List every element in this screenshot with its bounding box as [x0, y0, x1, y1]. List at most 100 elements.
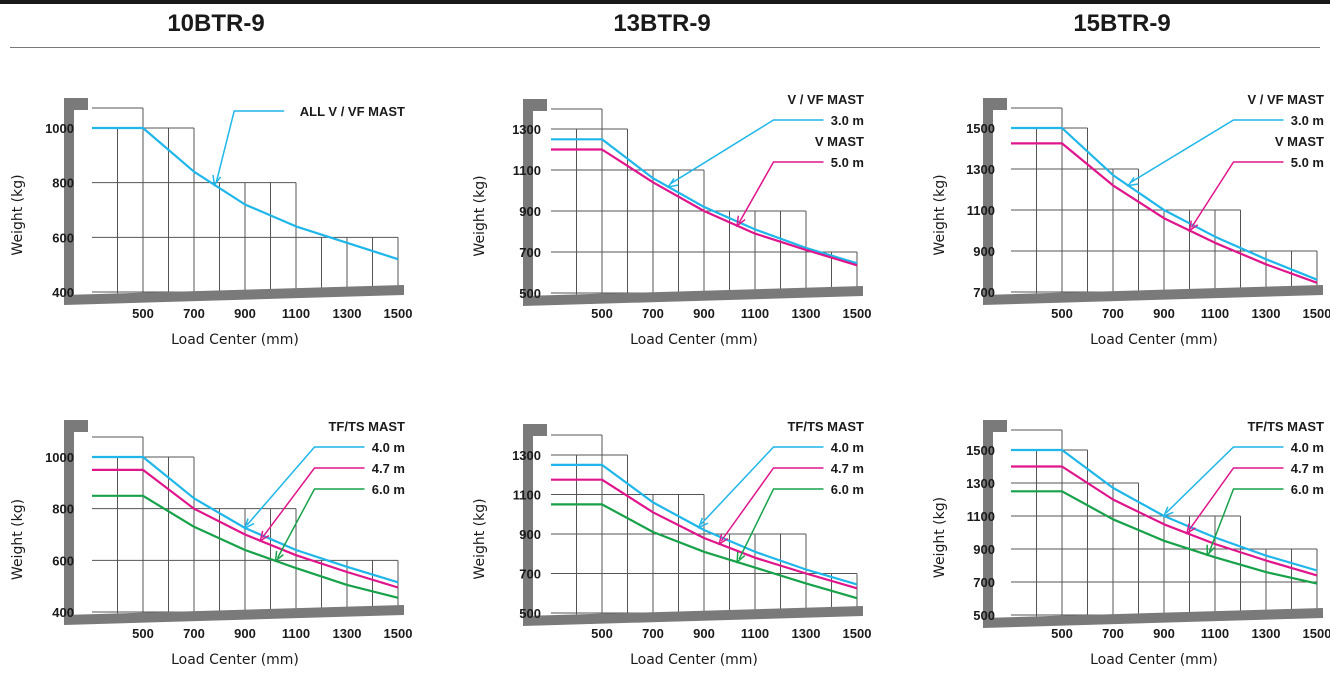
leader-arrowhead	[1188, 220, 1199, 233]
x-tick-label: 900	[234, 306, 256, 321]
x-tick-label: 500	[132, 306, 154, 321]
top-rule	[0, 0, 1330, 4]
y-tick-label: 900	[519, 527, 541, 542]
annotation-label: 4.0 m	[831, 440, 864, 455]
leader-arrowhead	[259, 530, 270, 543]
x-tick-label: 1100	[282, 306, 310, 321]
x-tick-label: 1300	[333, 626, 362, 641]
y-axis-label: Weight (kg)	[472, 175, 488, 256]
x-axis-label: Load Center (mm)	[630, 332, 758, 348]
annotation-label: 6.0 m	[372, 482, 405, 497]
y-tick-label: 500	[519, 606, 541, 621]
y-tick-label: 1000	[45, 450, 74, 465]
series-line-magenta	[92, 468, 399, 589]
y-tick-label: 700	[973, 575, 995, 590]
fork-baseline	[64, 285, 404, 305]
leader-line	[215, 110, 285, 183]
x-tick-label: 1500	[384, 626, 413, 641]
leader-line	[700, 446, 824, 525]
annotation-label: 4.0 m	[1291, 440, 1324, 455]
leader-line	[669, 119, 824, 185]
fork-baseline	[523, 286, 863, 306]
x-tick-label: 700	[1102, 306, 1124, 321]
leader-line	[738, 161, 824, 224]
series-line-blue	[92, 126, 399, 261]
annotation-label: 4.7 m	[1291, 461, 1324, 476]
annotation-header: TF/TS MAST	[787, 419, 864, 434]
y-tick-label: 900	[973, 542, 995, 557]
y-tick-label: 700	[973, 285, 995, 300]
y-tick-label: 900	[519, 204, 541, 219]
fork-baseline	[523, 606, 863, 626]
x-tick-label: 700	[183, 626, 205, 641]
y-axis-label: Weight (kg)	[10, 499, 26, 580]
fork-baseline	[64, 605, 404, 625]
annotation-label: 6.0 m	[831, 482, 864, 497]
x-tick-label: 500	[132, 626, 154, 641]
x-tick-label: 1300	[792, 626, 821, 641]
y-tick-label: 700	[519, 567, 541, 582]
x-tick-label: 900	[1153, 306, 1175, 321]
leader-line	[1208, 488, 1284, 553]
y-tick-label: 700	[519, 245, 541, 260]
series-line-magenta	[1011, 465, 1318, 577]
annotation-label: ALL V / VF MAST	[300, 104, 405, 119]
mast-bracket	[983, 98, 1007, 295]
header-separator	[10, 47, 1320, 48]
leader-line	[261, 467, 365, 539]
y-tick-label: 900	[973, 244, 995, 259]
y-tick-label: 600	[52, 553, 74, 568]
x-axis-label: Load Center (mm)	[171, 652, 299, 668]
x-axis-label: Load Center (mm)	[1090, 652, 1218, 668]
y-tick-label: 1100	[967, 203, 995, 218]
x-tick-label: 1300	[1252, 626, 1281, 641]
annotation-header: V / VF MAST	[787, 92, 864, 107]
x-tick-label: 1300	[1252, 306, 1281, 321]
series-line-magenta	[1011, 142, 1318, 284]
y-tick-label: 1500	[966, 443, 995, 458]
leader-arrowhead	[666, 178, 679, 188]
y-tick-label: 800	[52, 502, 74, 517]
x-tick-label: 1300	[333, 306, 362, 321]
annotation-label: 4.0 m	[372, 440, 405, 455]
leader-line	[1190, 161, 1284, 228]
y-tick-label: 1000	[45, 121, 74, 136]
leader-line	[1129, 119, 1284, 184]
y-tick-label: 500	[519, 286, 541, 301]
x-tick-label: 500	[591, 626, 613, 641]
x-tick-label: 900	[693, 626, 715, 641]
annotation-label: 4.7 m	[372, 461, 405, 476]
leader-arrowhead	[274, 550, 284, 563]
annotation-header: V MAST	[815, 134, 864, 149]
series-line-magenta	[551, 478, 858, 590]
x-tick-label: 500	[1051, 626, 1073, 641]
annotation-header: TF/TS MAST	[328, 419, 405, 434]
y-tick-label: 1100	[513, 163, 541, 178]
x-tick-label: 1500	[843, 626, 872, 641]
annotation-label: 4.7 m	[831, 461, 864, 476]
x-tick-label: 900	[1153, 626, 1175, 641]
leader-arrowhead	[1126, 176, 1139, 187]
series-line-green	[551, 503, 858, 600]
annotation-header: V / VF MAST	[1247, 92, 1324, 107]
y-tick-label: 400	[52, 285, 74, 300]
series-line-magenta	[551, 148, 858, 267]
leader-arrowhead	[243, 518, 255, 530]
mast-bracket	[64, 420, 88, 615]
y-tick-label: 1300	[512, 448, 541, 463]
leader-arrowhead	[736, 215, 746, 228]
annotation-label: 5.0 m	[831, 155, 864, 170]
y-axis-label: Weight (kg)	[932, 497, 948, 578]
x-tick-label: 1500	[843, 306, 872, 321]
y-tick-label: 1300	[966, 476, 995, 491]
leader-line	[276, 488, 365, 559]
x-axis-label: Load Center (mm)	[630, 652, 758, 668]
y-tick-label: 800	[52, 176, 74, 191]
y-tick-label: 500	[973, 608, 995, 623]
mast-bracket	[983, 420, 1007, 618]
fork-baseline	[983, 285, 1323, 305]
y-tick-label: 1300	[512, 122, 541, 137]
x-tick-label: 500	[1051, 306, 1073, 321]
leader-line	[720, 467, 824, 542]
